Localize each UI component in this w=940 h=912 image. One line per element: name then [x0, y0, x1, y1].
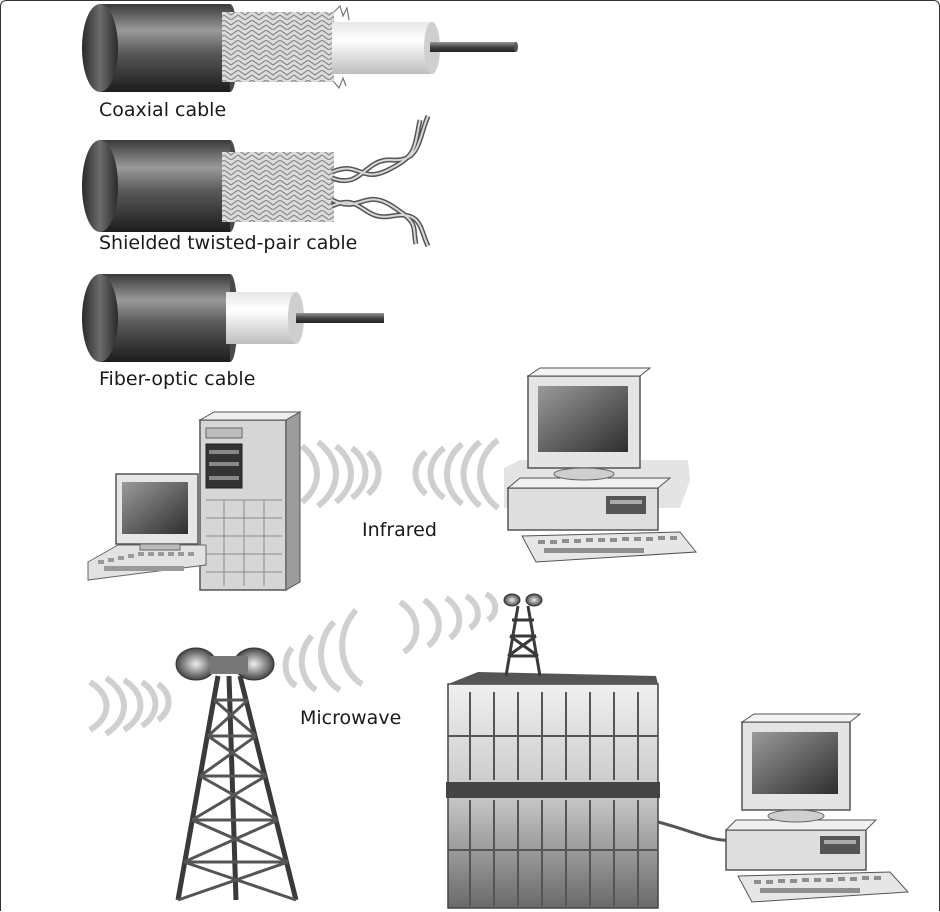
fiber-optic-cable-label: Fiber-optic cable: [99, 368, 256, 390]
microwave-tower-icon: [175, 647, 299, 902]
network-cable: [657, 820, 733, 842]
server-tower-icon: [198, 411, 302, 591]
fiber-optic-cable-icon: [82, 274, 384, 362]
infrared-waves-left: [299, 439, 382, 509]
microwave-waves-right: [282, 591, 499, 693]
microwave-waves-left: [88, 675, 172, 737]
coaxial-cable-icon: [82, 4, 518, 92]
desktop-computer-icon: [504, 367, 697, 563]
desktop-computer-icon: [87, 473, 207, 581]
microwave-label: Microwave: [300, 707, 402, 729]
infrared-label: Infrared: [362, 519, 437, 541]
shielded-twisted-pair-label: Shielded twisted-pair cable: [99, 232, 358, 254]
infrared-waves-right: [412, 437, 500, 511]
office-building-icon: [446, 593, 660, 909]
coaxial-cable-label: Coaxial cable: [99, 99, 227, 121]
shielded-twisted-pair-icon: [82, 115, 431, 248]
desktop-computer-icon: [724, 713, 910, 903]
